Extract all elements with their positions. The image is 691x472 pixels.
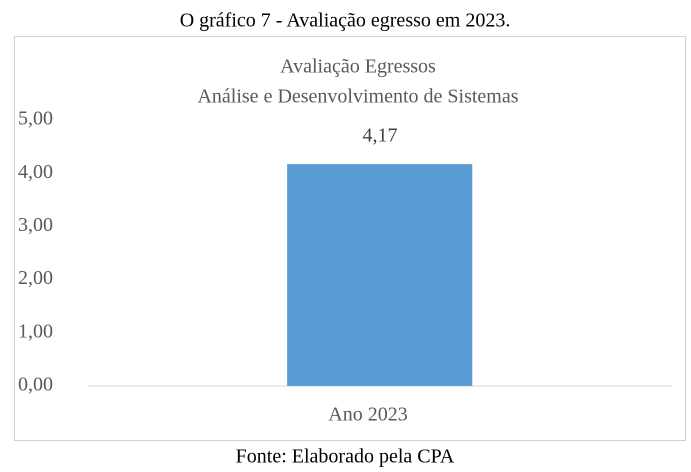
bar [287,164,473,386]
x-tick-label: Ano 2023 [328,404,407,426]
source: Fonte: Elaborado pela CPA [236,446,455,468]
caption: O gráfico 7 - Avaliação egresso em 2023. [180,10,511,32]
chart-title: Avaliação Egressos [280,56,436,78]
y-tick-label: 5,00 [18,108,53,130]
data-label: 4,17 [363,125,398,147]
y-tick-label: 0,00 [18,374,53,396]
chart-subtitle: Análise e Desenvolvimento de Sistemas [197,86,518,108]
y-tick-label: 4,00 [18,161,53,183]
y-tick-label: 3,00 [18,214,53,236]
y-tick-label: 2,00 [18,267,53,289]
y-tick-label: 1,00 [18,320,53,342]
